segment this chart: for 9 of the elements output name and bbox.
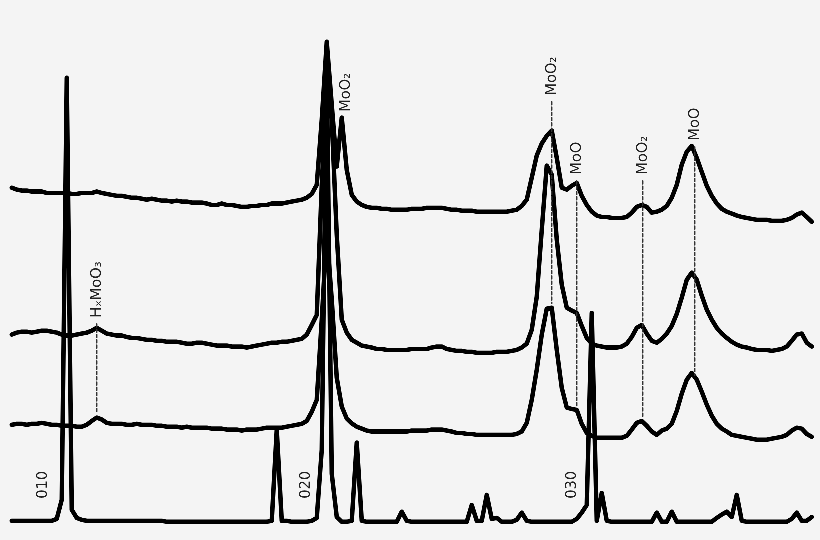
annotation: MoO bbox=[688, 108, 700, 140]
annotation: MoO₂ bbox=[339, 74, 350, 111]
annotation: 010 bbox=[36, 472, 48, 498]
annotation: MoO bbox=[570, 142, 582, 174]
annotation: HₓMoO₃ bbox=[90, 262, 102, 317]
annotation: 030 bbox=[565, 472, 576, 498]
annotation: 020 bbox=[299, 472, 310, 498]
annotation: MoO₂ bbox=[636, 137, 648, 174]
annotation: MoO₂ bbox=[545, 58, 556, 94]
